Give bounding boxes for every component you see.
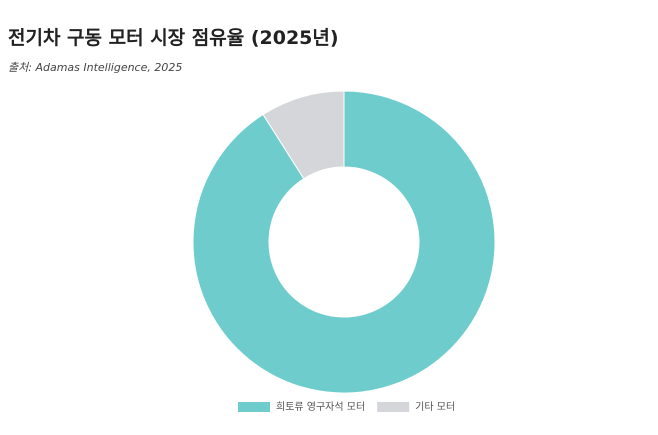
legend-label: 희토류 영구자석 모터 [276, 401, 365, 413]
legend-label: 기타 모터 [415, 401, 455, 413]
chart-subtitle: 출처: Adamas Intelligence, 2025 [8, 61, 182, 74]
slice [192, 90, 496, 394]
legend-swatch [377, 402, 410, 412]
slice [262, 90, 345, 180]
legend-swatch [238, 402, 270, 412]
chart-title: 전기차 구동 모터 시장 점유율 (2025년) [8, 27, 339, 49]
